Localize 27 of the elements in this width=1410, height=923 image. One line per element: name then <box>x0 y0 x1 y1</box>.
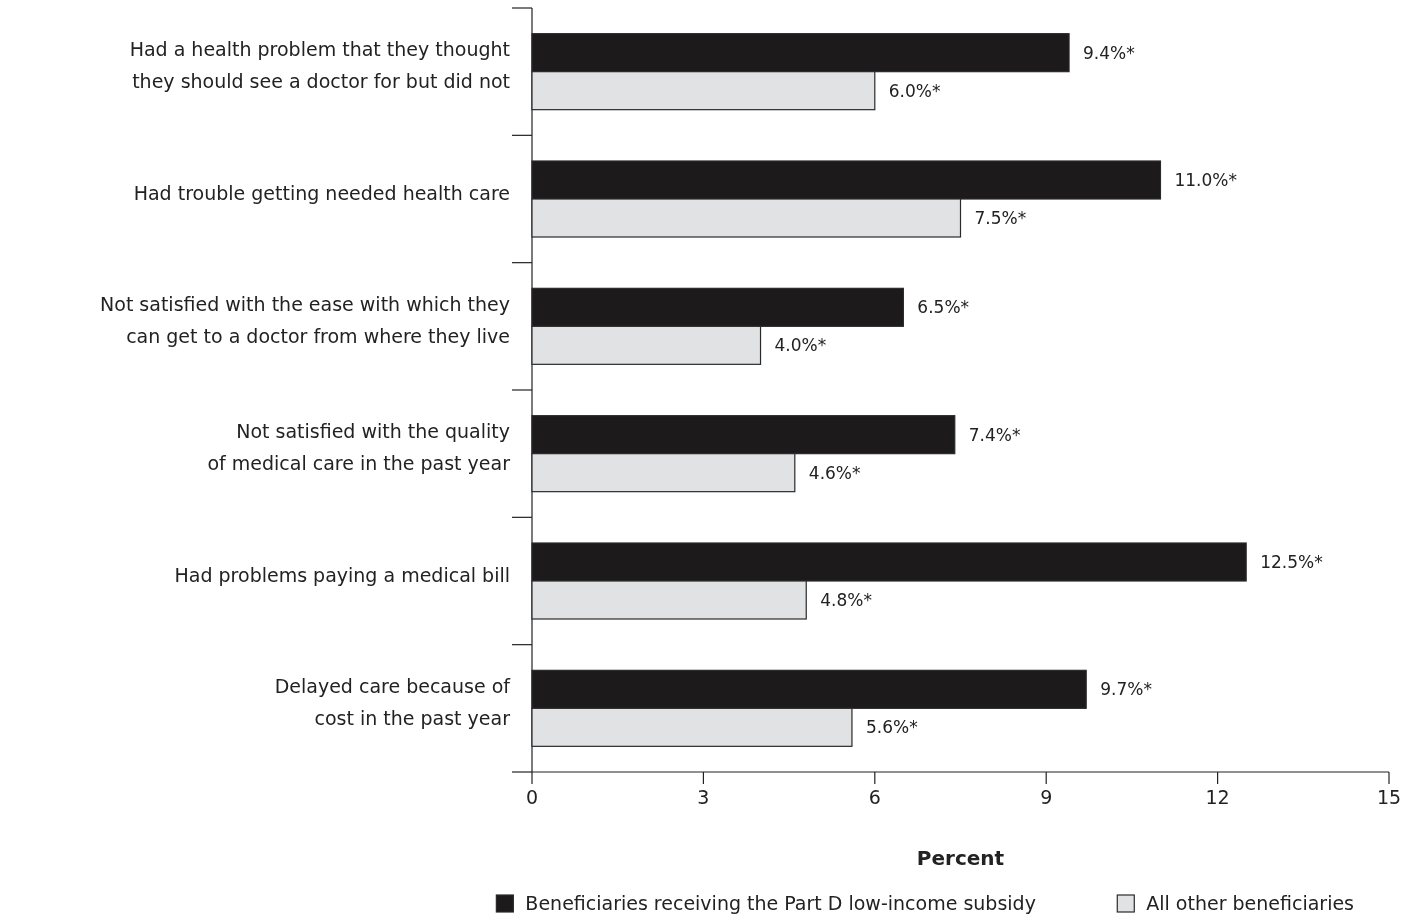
legend-label: Beneficiaries receiving the Part D low-income subsidy <box>525 892 1036 914</box>
data-label: 4.0%* <box>774 335 827 356</box>
data-label: 7.4%* <box>968 424 1021 445</box>
x-tick-label: 3 <box>697 786 710 808</box>
data-label: 5.6%* <box>865 717 918 738</box>
data-label: 7.5%* <box>974 207 1027 228</box>
data-label: 9.7%* <box>1100 679 1152 700</box>
y-tick-label: Not satisfied with the quality of medical care in the past year <box>207 420 511 475</box>
data-label: 9.4%* <box>1083 42 1135 63</box>
x-tick-label: 0 <box>525 786 539 808</box>
y-tick-label: Not satisfied with the ease with which they can get to a doctor from where they live <box>100 292 510 347</box>
y-tick-label: Had a health problem that they thought they should see a doctor for but did not <box>129 38 510 93</box>
data-label: 4.8%* <box>820 589 872 610</box>
x-tick-label: 12 <box>1205 786 1230 808</box>
y-tick-label: Had trouble getting needed health care <box>133 181 510 204</box>
x-tick-label: 6 <box>868 786 881 808</box>
x-tick-label: 9 <box>1040 786 1053 808</box>
data-label: 4.6%* <box>808 462 861 483</box>
data-label: 11.0%* <box>1174 169 1237 190</box>
y-tick-label: Delayed care because of cost in the past year <box>274 674 512 729</box>
data-label: 12.5%* <box>1260 551 1323 572</box>
x-axis-title: Percent <box>916 846 1005 870</box>
y-tick-label: Had problems paying a medical bill <box>174 563 510 586</box>
legend-label: All other beneficiaries <box>1146 892 1355 914</box>
data-label: 6.5%* <box>917 297 970 318</box>
data-label: 6.0%* <box>888 80 941 101</box>
x-tick-label: 15 <box>1376 786 1402 808</box>
